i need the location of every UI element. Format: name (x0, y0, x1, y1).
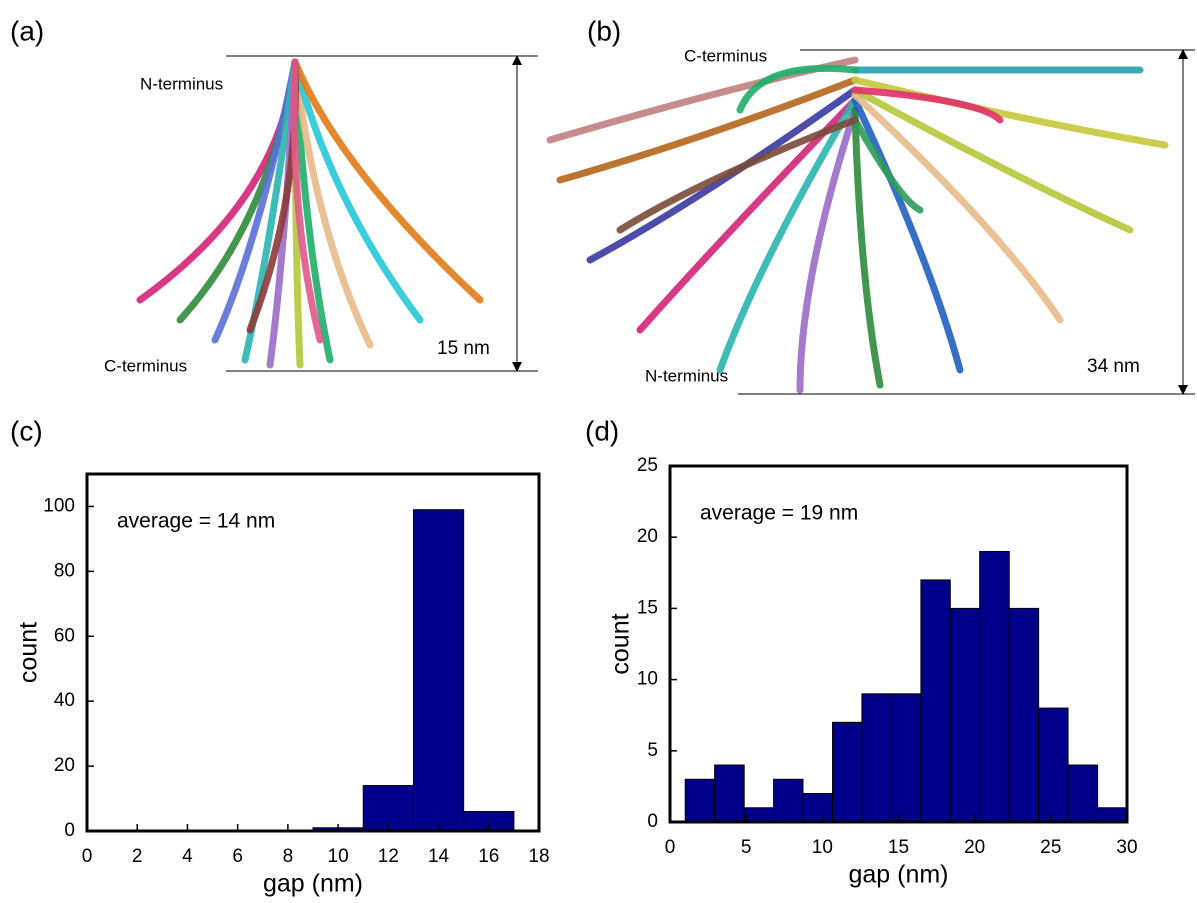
x-tick-label: 0 (665, 837, 676, 858)
terminus-label: C-terminus (684, 46, 767, 65)
y-tick-label: 10 (637, 669, 658, 690)
bar (890, 693, 922, 823)
x-tick-label: 12 (378, 846, 399, 867)
x-tick-label: 18 (528, 846, 549, 867)
bar (743, 807, 775, 823)
x-tick-label: 15 (888, 837, 909, 858)
plot-frame (85, 472, 541, 833)
x-tick-label: 2 (132, 846, 143, 867)
x-axis-label: gap (nm) (848, 861, 948, 889)
x-tick-label: 20 (964, 837, 985, 858)
panel-label: (d) (585, 415, 619, 446)
bar (802, 793, 834, 823)
x-tick-label: 0 (82, 846, 93, 867)
x-tick-label: 14 (428, 846, 450, 867)
annotation: average = 14 nm (117, 510, 275, 533)
y-tick-label: 15 (637, 597, 658, 618)
x-tick-label: 25 (1040, 837, 1061, 858)
x-tick-label: 4 (182, 846, 193, 867)
y-tick-label: 80 (54, 560, 75, 581)
y-tick-label: 5 (647, 740, 658, 761)
y-tick-label: 0 (647, 811, 658, 832)
bar (861, 693, 892, 823)
y-tick-label: 0 (64, 820, 75, 841)
y-tick-label: 100 (43, 495, 75, 516)
bar (979, 550, 1010, 823)
x-axis-label: gap (nm) (263, 870, 363, 898)
y-tick-label: 20 (637, 526, 658, 547)
y-tick-label: 40 (54, 690, 75, 711)
y-tick-label: 25 (637, 455, 658, 476)
panel-label: (a) (10, 15, 44, 46)
bar (949, 607, 981, 823)
annotation: average = 19 nm (700, 502, 858, 525)
y-tick-label: 60 (54, 625, 75, 646)
bar (1097, 807, 1128, 823)
bar (832, 721, 863, 823)
panel-label: (b) (587, 15, 621, 46)
x-tick-label: 30 (1116, 837, 1137, 858)
x-tick-label: 5 (741, 837, 752, 858)
bar (714, 764, 745, 823)
size-label: 15 nm (437, 338, 490, 359)
terminus-label: C-terminus (104, 356, 187, 375)
bar (684, 778, 716, 823)
bar (412, 509, 465, 832)
bar (1008, 607, 1040, 823)
x-tick-label: 8 (283, 846, 294, 867)
terminus-label: N-terminus (645, 366, 728, 385)
x-tick-label: 10 (812, 837, 833, 858)
y-axis-label: count (15, 622, 43, 683)
x-tick-label: 10 (328, 846, 349, 867)
x-tick-label: 6 (232, 846, 243, 867)
bar (1038, 707, 1069, 823)
molecule-image (546, 56, 1169, 394)
terminus-label: N-terminus (140, 74, 223, 93)
bar (920, 579, 951, 823)
molecule-image (136, 58, 484, 369)
bar (1067, 764, 1099, 823)
y-tick-label: 20 (54, 755, 75, 776)
size-label: 34 nm (1087, 356, 1140, 377)
x-tick-label: 16 (478, 846, 499, 867)
y-axis-label: count (607, 613, 635, 674)
panel-label: (c) (10, 415, 43, 446)
bar (773, 778, 804, 823)
